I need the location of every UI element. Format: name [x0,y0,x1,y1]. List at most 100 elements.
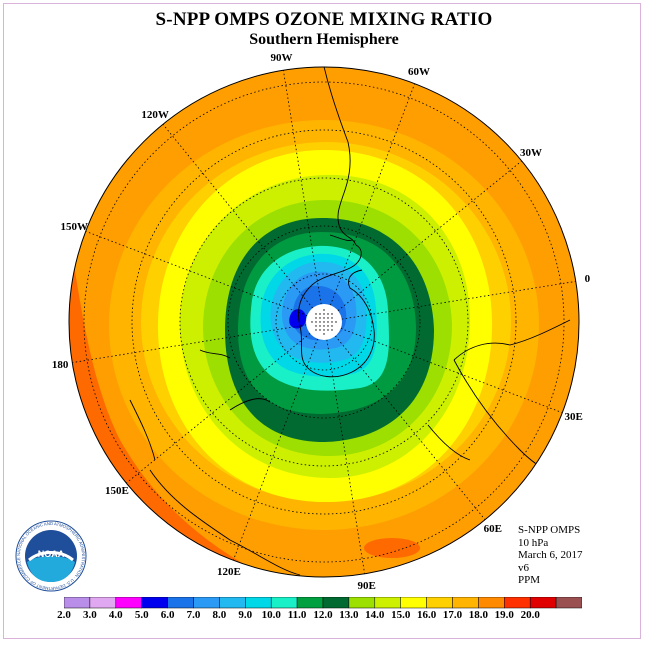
colorbar-tick-label: 12.0 [313,609,333,621]
noaa-logo: NOAA NATIONAL OCEANIC AND ATMOSPHERIC AD… [15,520,87,592]
meridian-line [126,333,311,484]
colorbar-tick-label: 10.0 [261,609,281,621]
colorbar-tick-label: 18.0 [468,609,489,621]
graticule [72,70,576,574]
pole-dot [331,325,333,327]
pole-dot [315,329,317,331]
pole-dot [323,313,325,315]
pole-dot [323,329,325,331]
colorbar-tick-label: 13.0 [339,609,359,621]
colorbar-tick-label: 17.0 [442,609,463,621]
colorbar-swatch [400,597,427,609]
longitude-label: 150W [60,221,88,234]
colorbar-swatch [89,597,117,609]
info-instrument: S-NPP OMPS [518,524,581,536]
colorbar-swatch [452,597,479,609]
meridian-line [330,83,416,306]
plot-frame [3,3,641,639]
colorbar-swatch [322,597,350,609]
pole-dot [327,325,329,327]
pole-dot [327,313,329,315]
colorbar-tick-label: 14.0 [365,609,385,621]
coastlines [129,67,576,576]
info-date: March 6, 2017 [518,549,583,561]
pole-dot [323,309,325,311]
meridian-line [335,335,486,520]
pole-dot [331,329,333,331]
pole-dot [327,321,329,323]
pole-dot [315,313,317,315]
pole-dot [327,329,329,331]
colorbar-swatch [555,597,582,609]
colorbar-tick-label: 2.0 [57,609,71,621]
colorbar-swatch [504,597,531,609]
colorbar-swatch [296,597,324,609]
contour-band-18-spot [364,538,420,558]
pole-dot [319,321,321,323]
colorbar-tick-label: 11.0 [287,609,307,621]
meridian-line [85,230,308,316]
pole-dot [331,313,333,315]
pole-grid-dots [311,309,337,335]
pole-dot [323,317,325,319]
pole-dot [327,317,329,319]
colorbar-tick-label: 19.0 [494,609,514,621]
pole-dot [315,317,317,319]
colorbar-tick-label: 4.0 [108,609,123,621]
longitude-label: 90E [357,579,376,592]
longitude-label: 60E [483,523,502,535]
pole-dot [319,329,321,331]
colorbar-tick-label: 3.0 [83,609,97,621]
colorbar-tick-label: 8.0 [212,609,227,621]
pole-dot [319,317,321,319]
pole-dot [335,321,337,323]
map-subtitle: Southern Hemisphere [249,31,399,48]
pole-dot [315,321,317,323]
longitude-label: 60W [407,66,430,79]
colorbar-tick-label: 15.0 [391,609,411,621]
colorbar-tick-label: 5.0 [134,609,149,621]
colorbar-tick-label: 6.0 [160,609,175,621]
info-level: 10 hPa [518,536,549,549]
colorbar-swatch [64,597,91,609]
logo-wordmark: NOAA [38,549,65,559]
contour-band-5 [289,309,306,329]
info-units: PPM [518,574,541,586]
longitude-label: 150E [104,484,129,497]
colorbar-swatch [245,597,272,609]
pole-dot [323,325,325,327]
globe-outline [68,66,580,578]
longitude-label: 90W [270,52,293,65]
colorbar-swatch [426,597,453,609]
pole-dot [323,333,325,335]
longitude-label: 120W [141,108,169,121]
meridian-line [162,124,313,309]
longitude-label: 120E [217,565,241,578]
colorbar-swatch [374,597,401,609]
colorbar-swatch [193,597,220,609]
colorbar-tick-label: 20.0 [520,609,540,621]
longitude-label: 30E [564,410,583,423]
pole-dot [319,325,321,327]
map-title: S-NPP OMPS OZONE MIXING RATIO [155,9,493,30]
colorbar-swatch [115,597,142,609]
colorbar-tick-label: 9.0 [238,609,253,621]
colorbar-swatch [167,597,194,609]
ozone-field [69,67,579,577]
pole-dot [311,321,313,323]
info-version: v6 [518,561,529,574]
colorbar-swatch [348,597,376,609]
pole-dot [319,313,321,315]
colorbar [64,597,582,609]
colorbar-swatch [219,597,246,609]
longitude-label: 30W [520,147,542,160]
pole-dot [315,325,317,327]
meridian-line [337,160,522,311]
colorbar-tick-label: 7.0 [186,609,201,621]
pole-dot [331,317,333,319]
longitude-label: 180 [51,358,69,371]
info-block: S-NPP OMPS 10 hPa March 6, 2017 v6 PPM [518,524,582,587]
pole-dot [331,321,333,323]
longitude-label: 0 [584,273,591,286]
